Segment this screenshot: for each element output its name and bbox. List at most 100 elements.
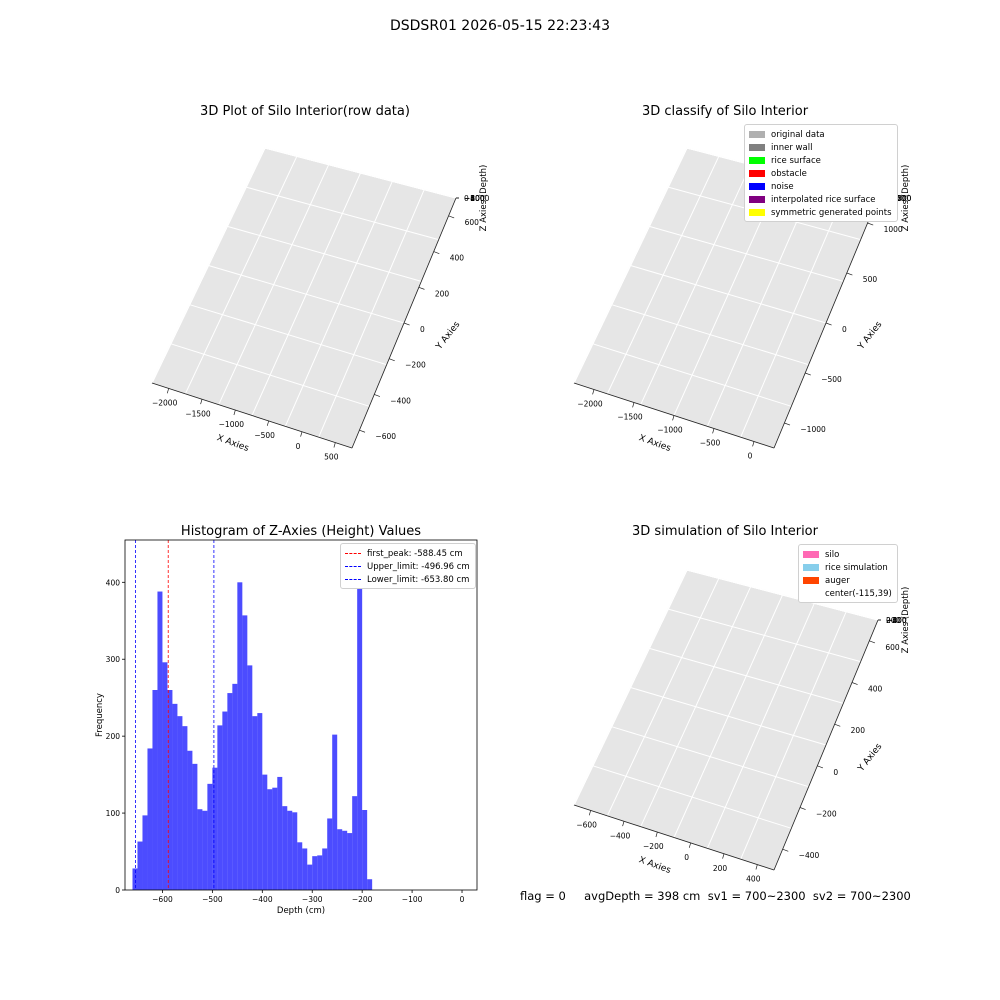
histogram-bar [212, 767, 218, 890]
histogram-legend-label: Upper_limit: -496.96 cm [367, 561, 470, 572]
panel2-x-tick-label: −1500 [617, 413, 643, 422]
panel4-y-tick [851, 682, 858, 685]
panel4-z-tick-label: −400 [886, 616, 907, 625]
panel4-legend-label: rice simulation [825, 562, 888, 573]
panel1-y-tick [448, 215, 455, 219]
histogram-bar [362, 810, 368, 890]
panel2-legend-label: original data [771, 129, 825, 140]
panel2-z-tick-label: −1000 [886, 194, 912, 203]
histogram-bar [152, 690, 158, 890]
panel2-y-tick [867, 222, 874, 226]
panel1-y-tick-label: −200 [405, 361, 426, 370]
histogram-bar [347, 833, 353, 890]
panel2-x-tick [712, 428, 715, 434]
panel2-z-axis-label: Z Axies (Depth) [901, 165, 911, 232]
histogram-bar [182, 726, 188, 890]
panel2-y-tick [846, 272, 853, 276]
histogram-legend-item: Lower_limit: -653.80 cm [345, 573, 470, 586]
histogram-legend-label: first_peak: -588.45 cm [367, 548, 463, 559]
histogram-legend-line [345, 553, 361, 554]
histogram-bar [192, 763, 198, 890]
panel4-legend-label: center(-115,39) [825, 588, 892, 599]
histogram-bar [222, 711, 228, 890]
panel2-legend-label: symmetric generated points [771, 207, 892, 218]
panel2-legend-swatch [749, 131, 765, 138]
panel2-legend-label: inner wall [771, 142, 813, 153]
histogram-bar [157, 591, 163, 890]
histogram-bar [207, 783, 213, 890]
panel4-legend-label: auger [825, 575, 850, 586]
panel2-x-tick-label: −500 [700, 439, 721, 448]
panel4-legend-swatch [803, 577, 819, 584]
panel1-x-tick-label: −500 [254, 431, 275, 440]
histogram-y-tick-label: 300 [106, 655, 121, 664]
panel1-x-tick-label: −2000 [152, 398, 178, 407]
histogram-bar [167, 690, 173, 890]
panel4-floor-pane [573, 569, 879, 871]
histogram-bar [137, 841, 143, 890]
panel4-y-tick [799, 807, 806, 810]
panel2-legend-swatch [749, 209, 765, 216]
panel4-x-tick [588, 810, 592, 816]
histogram-x-tick-label: −300 [302, 895, 323, 904]
panel4-y-tick [869, 640, 876, 644]
histogram-bar [357, 557, 363, 890]
panel4-y-axis-label: Y Axies [856, 742, 885, 775]
panel1-y-tick [359, 429, 366, 433]
histogram-bar [142, 815, 148, 890]
panel2-legend-swatch [749, 144, 765, 151]
panel1-y-tick-label: 400 [450, 254, 465, 263]
panel4-x-tick [755, 864, 758, 870]
panel4-legend-swatch [803, 551, 819, 558]
histogram-y-tick-label: 200 [106, 732, 121, 741]
histogram-bar [197, 809, 203, 890]
panel1-x-axis-line [151, 382, 353, 449]
panel4-y-axis-line [773, 619, 879, 871]
panel4-x-axis-line [573, 804, 775, 871]
panel1-y-tick [389, 358, 395, 362]
panel2-y-tick [805, 372, 811, 376]
panel4-y-tick [817, 765, 824, 769]
histogram-y-tick-label: 0 [115, 886, 120, 895]
panel4-x-tick [722, 853, 725, 859]
panel2-y-tick [784, 422, 791, 426]
histogram-x-tick-label: −100 [402, 895, 423, 904]
panel2-legend-item: symmetric generated points [749, 206, 892, 219]
panel1-y-tick-label: −600 [375, 432, 396, 441]
histogram-bar [252, 716, 258, 890]
panel2-legend-swatch [749, 157, 765, 164]
histogram-bar [272, 787, 278, 890]
histogram-bar [147, 748, 153, 890]
panel1-x-tick-label: 500 [324, 453, 339, 462]
histogram-bar [367, 879, 373, 890]
panel1-y-tick [418, 286, 425, 290]
histogram-y-tick-label: 400 [106, 578, 121, 587]
histogram-y-tick-label: 100 [106, 809, 121, 818]
panel2-x-tick-label: 0 [748, 452, 753, 461]
histogram-bar [332, 734, 338, 890]
panel1-x-tick [233, 409, 236, 416]
histogram-x-tick-label: −600 [152, 895, 173, 904]
histogram-bar [307, 864, 313, 890]
figure-title: DSDSR01 2026-05-15 22:23:43 [389, 18, 610, 34]
panel1-grid-line [151, 147, 457, 384]
panel4-legend-item: silo [803, 548, 892, 561]
panel1-y-tick [374, 394, 381, 397]
histogram-bar [202, 810, 208, 890]
panel1-grid-line [318, 189, 425, 438]
histogram-bar [237, 582, 243, 890]
histogram-frame [124, 539, 478, 891]
panel4-x-tick [622, 821, 625, 827]
panel1-z-axis-label: Z Axies (Depth) [479, 165, 489, 232]
panel2-x-tick [592, 389, 595, 395]
histogram-bar [327, 818, 333, 890]
histogram-bar [267, 789, 273, 890]
panel4-legend-swatch [803, 564, 819, 571]
panel4-x-tick-label: 0 [684, 853, 689, 862]
panel2-legend-item: interpolated rice surface [749, 193, 892, 206]
histogram-legend: first_peak: -588.45 cm Upper_limit: -496.… [340, 543, 476, 589]
panel2-y-tick-label: −1000 [800, 425, 826, 434]
